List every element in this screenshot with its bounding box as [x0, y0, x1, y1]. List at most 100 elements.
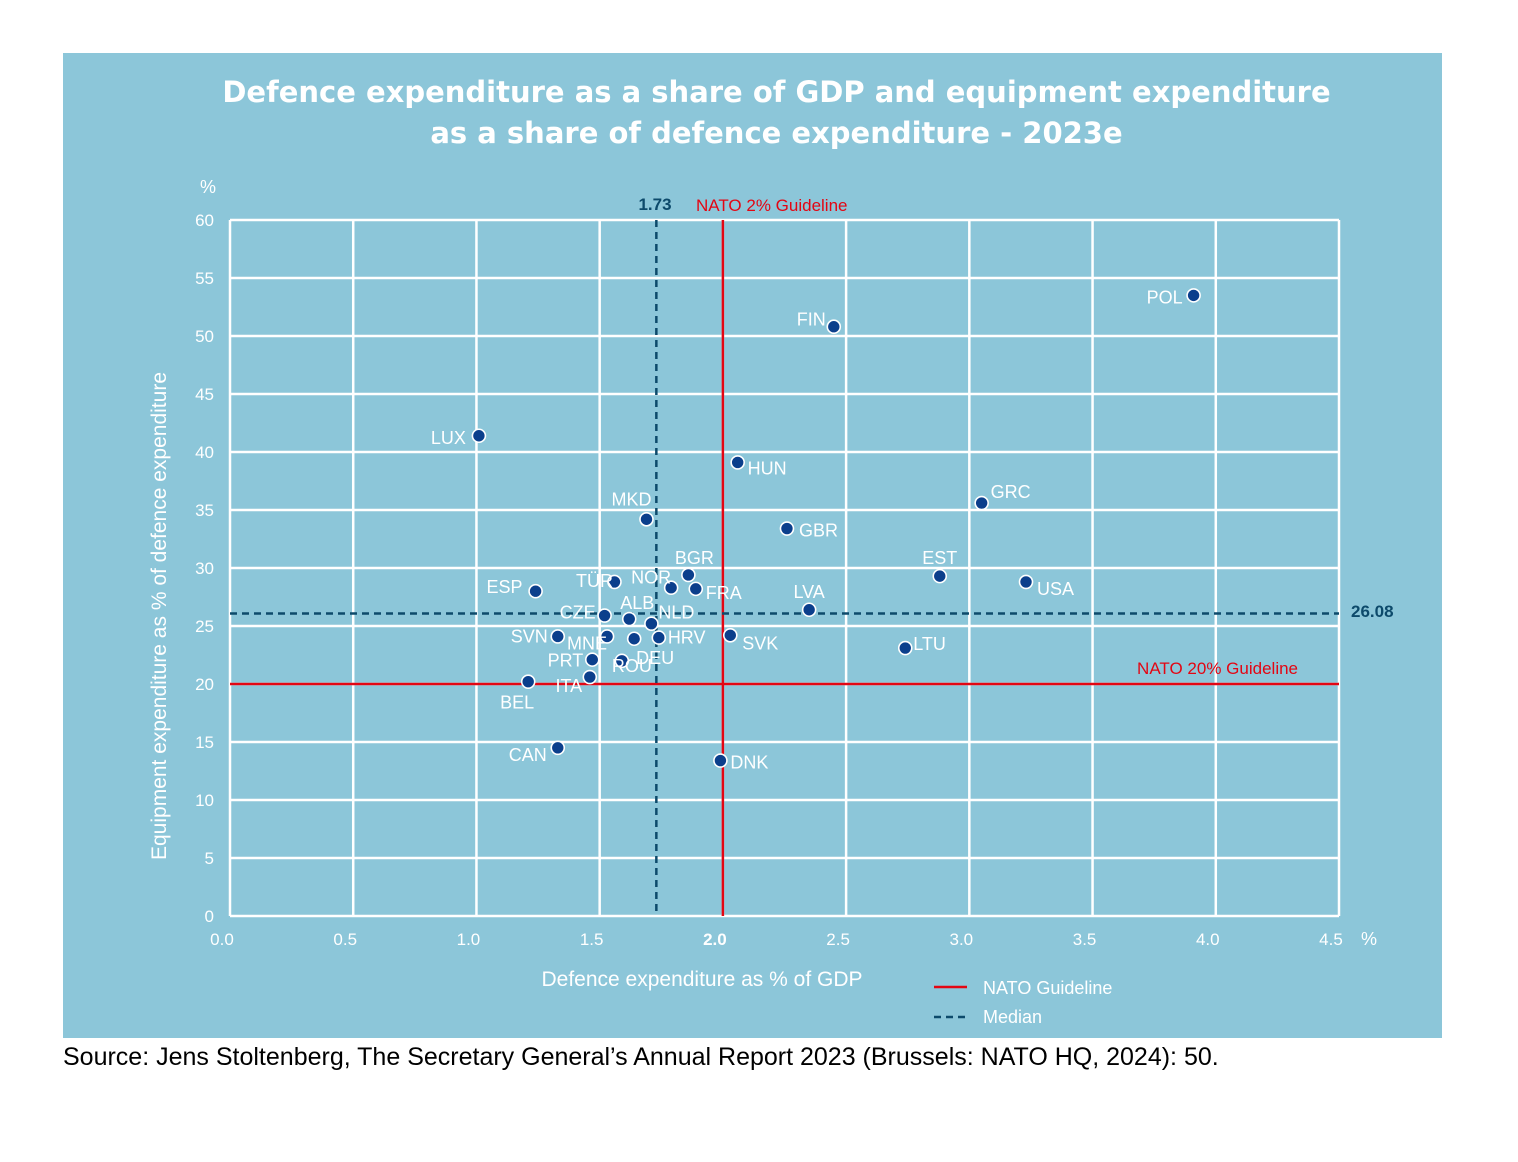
data-point-tür — [607, 574, 622, 590]
chart-title-line-1: Defence expenditure as a share of GDP an… — [222, 75, 1331, 109]
y-tick-label: 50 — [195, 327, 214, 346]
chart-title: Defence expenditure as a share of GDP an… — [63, 72, 1490, 154]
point-label-usa: USA — [1037, 579, 1074, 599]
y-tick-label: 35 — [195, 501, 214, 520]
legend-guideline-label: NATO Guideline — [983, 978, 1112, 998]
data-point-rou — [614, 653, 630, 669]
point-label-ita: ITA — [555, 676, 582, 696]
y-tick-label: 5 — [205, 849, 214, 868]
legend-median-label: Median — [983, 1007, 1042, 1027]
y-tick-label: 40 — [195, 443, 214, 462]
x-axis-label: Defence expenditure as % of GDP — [541, 968, 862, 991]
data-point-fin — [826, 319, 842, 335]
data-point-lux — [471, 428, 487, 444]
point-label-esp: ESP — [487, 577, 523, 597]
y-axis-label: Equipment expenditure as % of defence ex… — [148, 372, 171, 860]
point-label-gbr: GBR — [799, 521, 838, 541]
data-point-mkd — [639, 511, 654, 527]
y-tick-label: 55 — [195, 269, 214, 288]
point-label-mne: MNE — [567, 633, 607, 653]
point-label-deu: DEU — [636, 648, 674, 668]
data-point-ltu — [897, 640, 913, 656]
point-label-fin: FIN — [797, 310, 826, 330]
reference-lines — [230, 220, 1339, 916]
chart-panel — [63, 53, 1442, 1038]
data-point-can — [550, 740, 566, 756]
data-point-mne — [599, 629, 615, 644]
data-point-esp — [528, 583, 543, 599]
point-label-est: EST — [922, 548, 957, 568]
point-label-ltu: LTU — [913, 634, 946, 654]
point-label-svn: SVN — [511, 626, 548, 646]
median-y-label: 26.08 — [1351, 602, 1394, 621]
y-tick-label: 30 — [195, 559, 214, 578]
data-point-cze — [597, 608, 612, 623]
point-label-nor: NOR — [631, 568, 671, 588]
x-tick-label: 0.0 — [210, 930, 234, 949]
data-point-pol — [1186, 288, 1201, 303]
point-label-fra: FRA — [706, 583, 742, 603]
point-label-bgr: BGR — [675, 548, 714, 568]
data-point-hrv — [651, 630, 667, 645]
point-label-hun: HUN — [748, 458, 787, 478]
data-point-svk — [722, 627, 738, 643]
point-label-lva: LVA — [793, 582, 824, 602]
x-tick-label: 2.0 — [703, 930, 727, 949]
data-point-grc — [974, 495, 989, 511]
x-tick-label: 4.5 — [1319, 930, 1343, 949]
point-labels: POL FIN LUX HUN GRC MKD GBR BGR EST TÜR USA NOR FRA E… — [431, 287, 1183, 772]
y-tick-label: 0 — [205, 907, 214, 926]
point-label-pol: POL — [1147, 287, 1183, 307]
point-label-prt: PRT — [548, 651, 584, 671]
source-note: Source: Jens Stoltenberg, The Secretary … — [63, 1043, 1219, 1071]
axis-ticks: 0.0 0.5 1.0 1.5 2.0 2.5 3.0 3.5 4.0 4.5 0 5 10 15 20 25… — [195, 211, 1343, 949]
data-point-ita — [582, 669, 598, 685]
x-tick-label: 1.5 — [580, 930, 604, 949]
data-point-lva — [801, 602, 817, 618]
y-tick-label: 15 — [195, 733, 214, 752]
data-point-deu — [626, 631, 642, 647]
y-tick-label: 10 — [195, 791, 214, 810]
guideline-x-label: NATO 2% Guideline — [696, 196, 848, 215]
data-point-nor — [663, 580, 679, 596]
point-label-hrv: HRV — [668, 628, 706, 648]
x-axis-unit: % — [1361, 929, 1377, 949]
data-point-bgr — [681, 567, 696, 583]
legend: NATO Guideline Median — [934, 978, 1112, 1027]
x-tick-label: 3.5 — [1073, 930, 1097, 949]
x-tick-label: 2.5 — [826, 930, 850, 949]
data-point-nld — [644, 616, 659, 631]
median-x-label: 1.73 — [638, 195, 671, 214]
data-point-est — [932, 568, 948, 584]
data-point-usa — [1018, 574, 1034, 590]
y-axis-unit: % — [200, 177, 216, 197]
x-tick-label: 4.0 — [1196, 930, 1220, 949]
point-label-svk: SVK — [742, 633, 778, 653]
data-point-alb — [621, 611, 637, 627]
point-label-dnk: DNK — [730, 753, 768, 773]
data-point-hun — [730, 455, 745, 470]
point-label-tür: TÜR — [576, 571, 613, 591]
grid — [228, 218, 1341, 918]
y-tick-label: 45 — [195, 385, 214, 404]
y-tick-label: 60 — [195, 211, 214, 230]
x-tick-label: 0.5 — [333, 930, 357, 949]
data-points — [471, 288, 1201, 768]
data-point-prt — [584, 652, 600, 667]
point-label-bel: BEL — [500, 693, 534, 713]
x-tick-label: 3.0 — [950, 930, 974, 949]
chart-title-line-2: as a share of defence expenditure - 2023… — [430, 116, 1123, 150]
point-label-grc: GRC — [991, 482, 1031, 502]
point-label-can: CAN — [509, 745, 547, 765]
data-point-dnk — [713, 753, 728, 768]
point-label-cze: CZE — [560, 603, 596, 623]
data-point-svn — [550, 629, 566, 644]
point-label-rou: ROU — [612, 656, 652, 676]
point-label-mkd: MKD — [611, 489, 651, 509]
x-tick-label: 1.0 — [457, 930, 481, 949]
y-tick-label: 20 — [195, 675, 214, 694]
data-point-fra — [688, 581, 704, 597]
point-label-lux: LUX — [431, 428, 466, 448]
point-label-alb: ALB — [620, 593, 654, 613]
